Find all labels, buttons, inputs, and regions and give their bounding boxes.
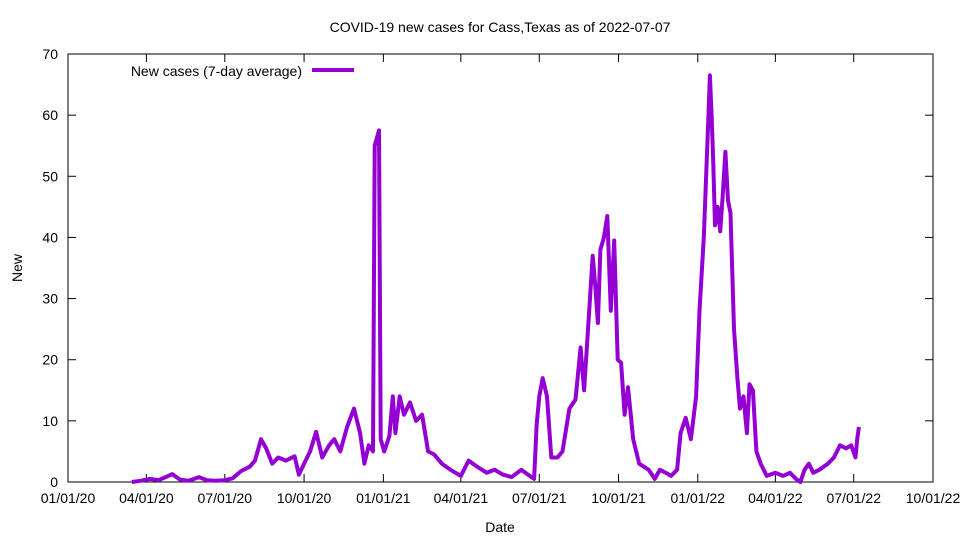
- legend: New cases (7-day average): [131, 63, 354, 79]
- y-axis: 0 10 20 30 40 50 60 70: [42, 46, 933, 490]
- x-tick-label: 10/01/21: [591, 490, 646, 506]
- x-axis-label: Date: [485, 519, 515, 535]
- y-tick-label: 20: [42, 352, 58, 368]
- x-tick-label: 07/01/21: [512, 490, 567, 506]
- y-tick-label: 40: [42, 229, 58, 245]
- x-tick-label: 10/01/22: [906, 490, 960, 506]
- plot-frame: [67, 53, 934, 483]
- x-tick-label: 04/01/22: [748, 490, 803, 506]
- legend-label: New cases (7-day average): [131, 63, 302, 79]
- y-tick-label: 50: [42, 168, 58, 184]
- x-tick-label: 01/01/20: [41, 490, 96, 506]
- x-tick-label: 01/01/22: [671, 490, 726, 506]
- plot-area: [67, 53, 934, 483]
- x-tick-label: 04/01/20: [119, 490, 174, 506]
- x-tick-label: 01/01/21: [356, 490, 411, 506]
- chart-title: COVID-19 new cases for Cass,Texas as of …: [330, 19, 671, 35]
- y-tick-label: 10: [42, 413, 58, 429]
- x-tick-label: 07/01/20: [198, 490, 253, 506]
- series-line: [131, 73, 861, 484]
- y-axis-label: New: [9, 253, 25, 282]
- x-tick-label: 07/01/22: [826, 490, 881, 506]
- y-tick-label: 60: [42, 107, 58, 123]
- y-tick-label: 70: [42, 46, 58, 62]
- x-tick-label: 04/01/21: [434, 490, 489, 506]
- y-tick-label: 30: [42, 291, 58, 307]
- y-tick-label: 0: [50, 474, 58, 490]
- x-axis: 01/01/20 04/01/20 07/01/20 10/01/20 01/01/21…: [41, 54, 960, 506]
- x-tick-label: 10/01/20: [277, 490, 332, 506]
